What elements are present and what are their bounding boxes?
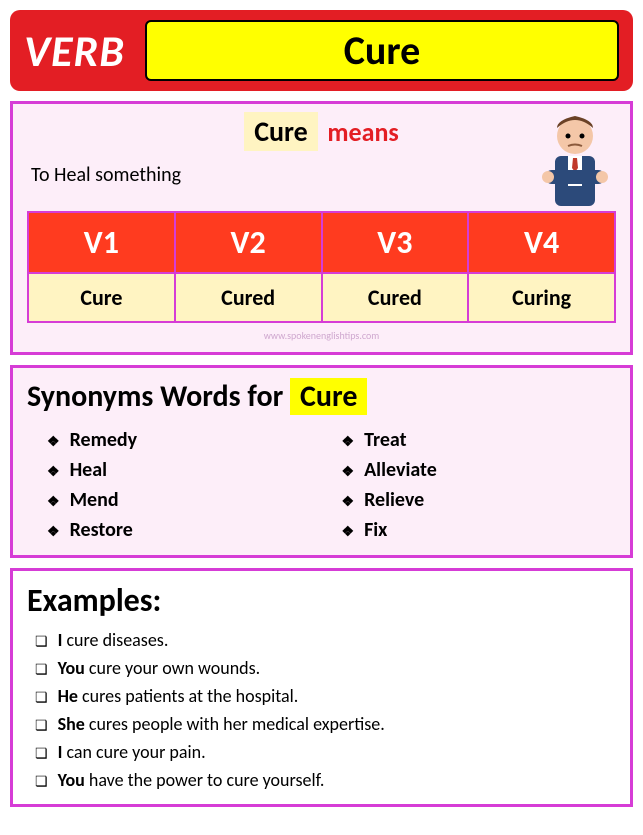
synonym-item: Relieve — [322, 485, 617, 515]
synonyms-col-1: Remedy Heal Mend Restore — [27, 425, 322, 545]
example-item: I can cure your pain. — [27, 738, 616, 766]
forms-value-row: Cure Cured Cured Curing — [28, 273, 615, 322]
synonyms-col-2: Treat Alleviate Relieve Fix — [322, 425, 617, 545]
form-header-v2: V2 — [175, 212, 322, 273]
form-header-v4: V4 — [468, 212, 615, 273]
synonym-item: Fix — [322, 515, 617, 545]
forms-header-row: V1 V2 V3 V4 — [28, 212, 615, 273]
examples-title: Examples: — [27, 581, 616, 620]
definition-text: To Heal something — [31, 163, 616, 187]
meaning-panel: Cure means To Heal something V1 V2 V3 V4… — [10, 101, 633, 355]
verb-label: VERB — [24, 24, 125, 78]
synonym-item: Mend — [27, 485, 322, 515]
example-item: You have the power to cure yourself. — [27, 766, 616, 794]
synonym-item: Remedy — [27, 425, 322, 455]
form-header-v1: V1 — [28, 212, 175, 273]
means-label: means — [327, 116, 398, 148]
businessman-icon — [530, 110, 620, 210]
examples-list: I cure diseases.You cure your own wounds… — [27, 626, 616, 794]
form-value-v1: Cure — [28, 273, 175, 322]
means-line: Cure means — [27, 114, 616, 149]
synonyms-columns: Remedy Heal Mend Restore Treat Alleviate… — [27, 425, 616, 545]
example-item: She cures people with her medical expert… — [27, 710, 616, 738]
example-item: You cure your own wounds. — [27, 654, 616, 682]
synonyms-title-prefix: Synonyms Words for — [27, 378, 283, 415]
header-bar: VERB Cure — [10, 10, 633, 91]
form-value-v4: Curing — [468, 273, 615, 322]
examples-panel: Examples: I cure diseases.You cure your … — [10, 568, 633, 807]
main-word-box: Cure — [145, 20, 619, 81]
watermark-text: www.spokenenglishtips.com — [27, 329, 616, 342]
synonyms-panel: Synonyms Words for Cure Remedy Heal Mend… — [10, 365, 633, 558]
example-item: He cures patients at the hospital. — [27, 682, 616, 710]
verb-forms-table: V1 V2 V3 V4 Cure Cured Cured Curing — [27, 211, 616, 323]
form-value-v2: Cured — [175, 273, 322, 322]
synonyms-title-word: Cure — [290, 378, 367, 415]
synonym-item: Heal — [27, 455, 322, 485]
example-item: I cure diseases. — [27, 626, 616, 654]
synonym-item: Alleviate — [322, 455, 617, 485]
form-value-v3: Cured — [322, 273, 469, 322]
synonym-item: Restore — [27, 515, 322, 545]
synonyms-title: Synonyms Words for Cure — [27, 378, 616, 415]
means-word: Cure — [244, 112, 318, 151]
synonym-item: Treat — [322, 425, 617, 455]
form-header-v3: V3 — [322, 212, 469, 273]
